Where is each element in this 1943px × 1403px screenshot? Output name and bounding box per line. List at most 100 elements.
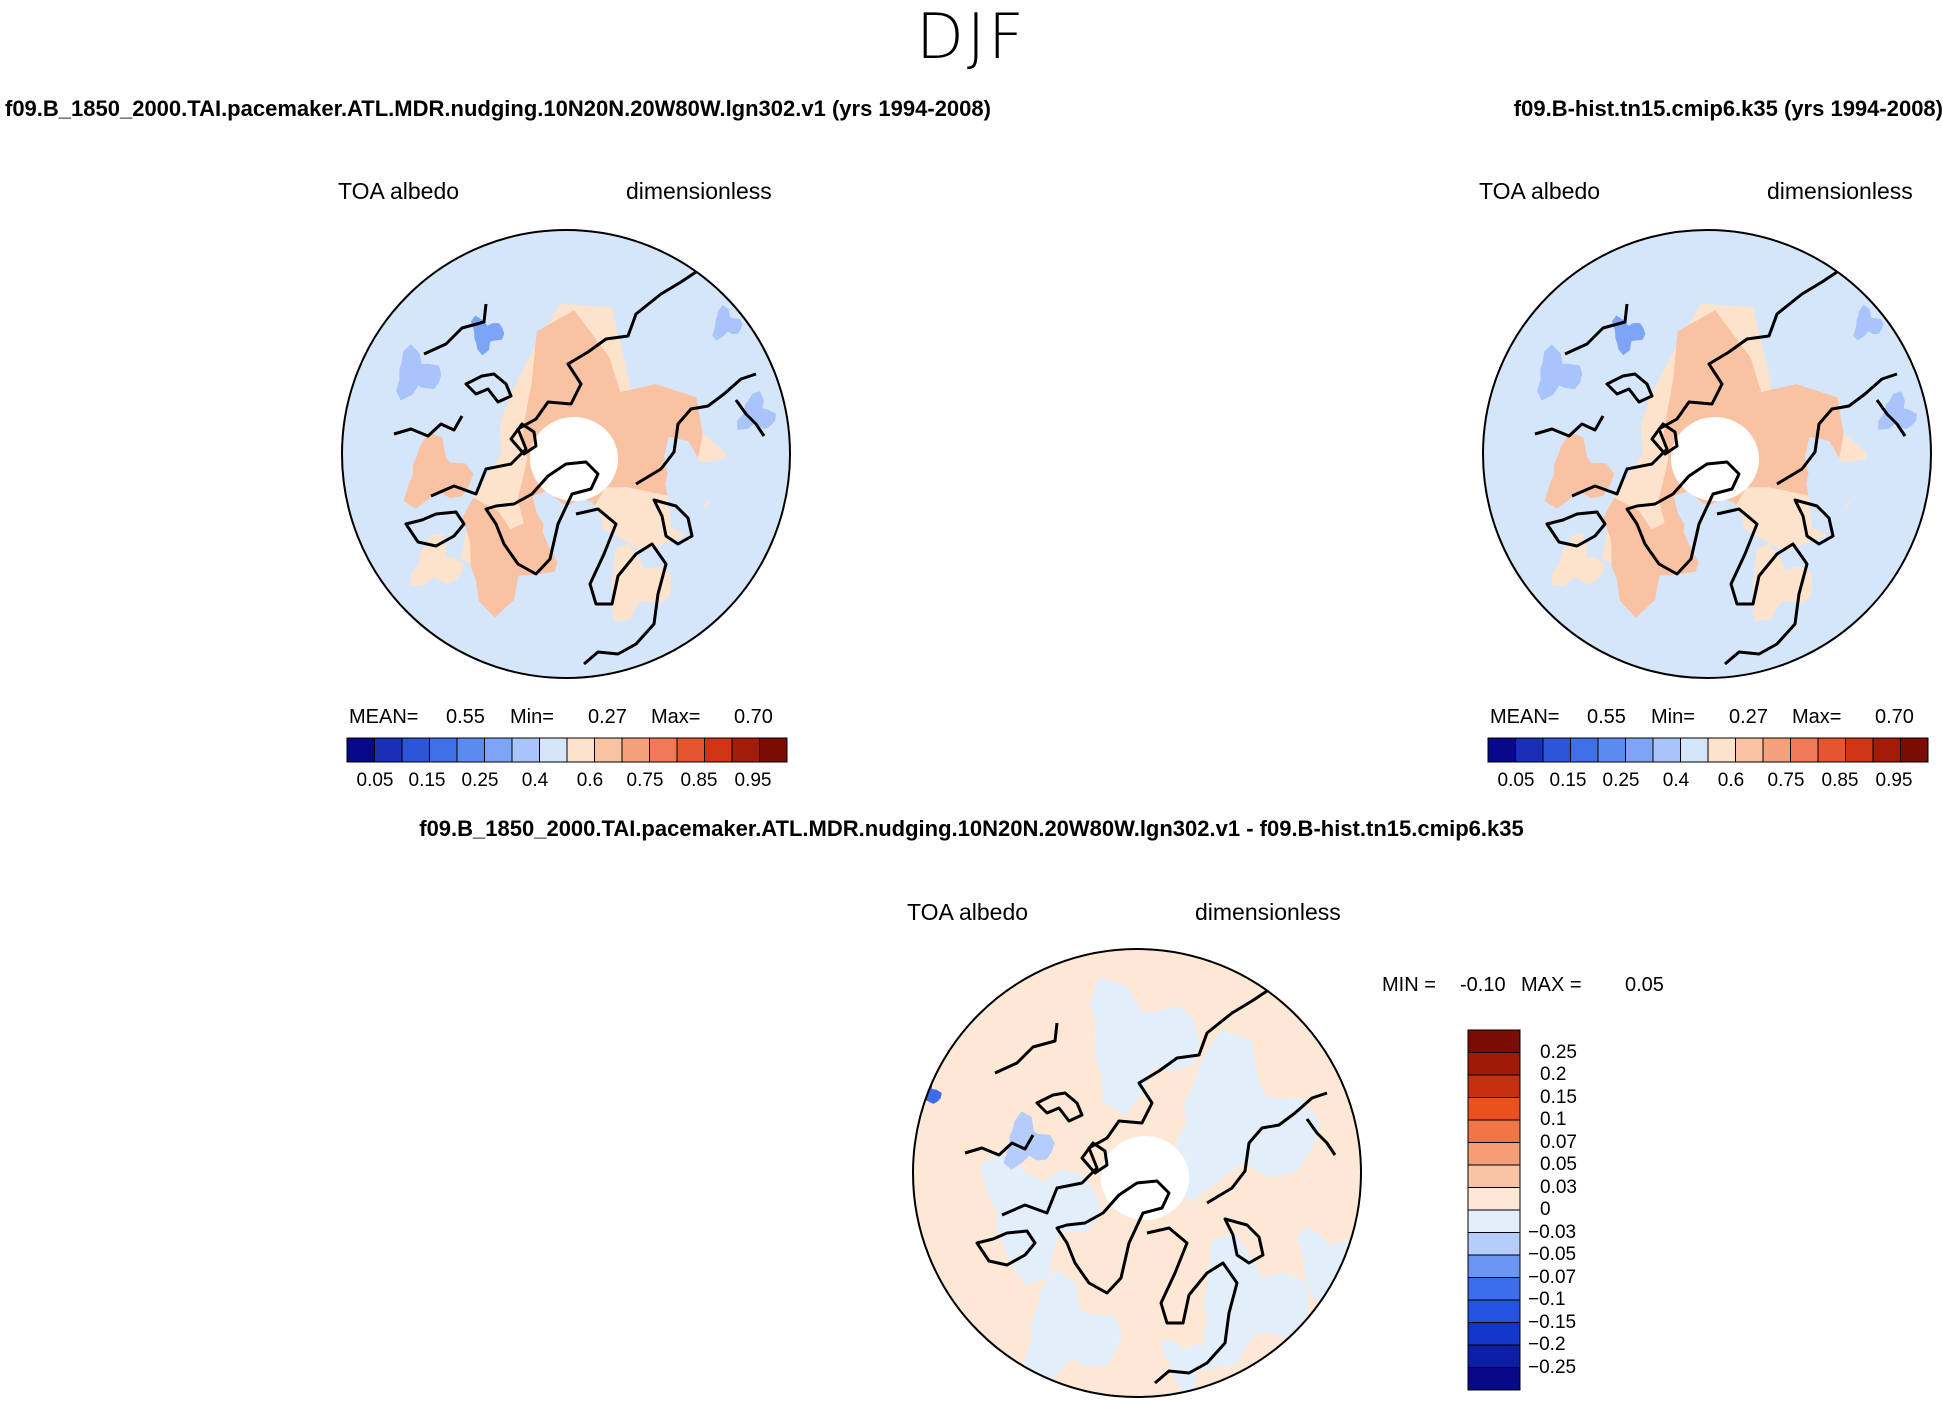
panel-2-tick: 0.25 [1602,770,1640,791]
panel-2-tick: 0.75 [1767,770,1805,791]
panel-1-tick: 0.25 [461,770,499,791]
panel-1-variable: TOA albedo [338,178,460,204]
coastline [964,1134,1035,1157]
diff-colorbar-tick: 0.07 [1540,1131,1577,1153]
diff-colorbar-tick: −0.05 [1528,1244,1577,1265]
coastline [975,1229,1037,1267]
coastline [430,270,697,498]
colorbar-box [539,737,568,763]
colorbar-box [1467,1209,1521,1233]
panel-2-mean-label: MEAN= [1490,706,1560,728]
coastline [1545,510,1607,548]
coastline [509,422,538,456]
field-region [1128,1214,1174,1272]
colorbar-box [429,737,458,763]
panel-1-min-value: 0.27 [588,706,627,728]
panel-1-units: dimensionless [626,178,772,204]
diff-colorbar [1467,1029,1521,1391]
colorbar-box [1515,737,1544,763]
diff-min-label: MIN = [1382,974,1436,996]
colorbar-box [1467,1254,1521,1278]
colorbar-box [566,737,595,763]
colorbar-box [1597,737,1626,763]
coastline [1625,460,1741,576]
diff-colorbar-tick: 0.03 [1540,1176,1577,1198]
colorbar-box [1680,737,1709,763]
colorbar-box [1467,1299,1521,1323]
diff-polar-map [912,948,1362,1398]
diff-colorbar-tick: −0.1 [1528,1289,1566,1310]
panel-1-tick: 0.95 [734,770,772,791]
diff-variable: TOA albedo [907,899,1029,925]
coastline [1080,1141,1109,1175]
diff-max-value: 0.05 [1625,974,1664,996]
coastline [1055,1179,1171,1295]
coastline [1001,989,1268,1217]
colorbar-box [649,737,678,763]
colorbar-box [1467,1344,1521,1368]
colorbar-box [1707,737,1736,763]
field-region [1853,304,1884,341]
diff-colorbar-tick: −0.03 [1528,1221,1577,1243]
colorbar-box [1467,1367,1521,1391]
diff-colorbar-tick: 0.05 [1540,1154,1577,1175]
diff-colorbar-tick: −0.2 [1528,1334,1566,1355]
coastline [404,510,466,548]
field-region [1164,1029,1321,1202]
coastline [423,303,488,356]
diff-colorbar-tick: 0 [1540,1199,1551,1220]
panel-2-colorbar [1487,737,1929,763]
colorbar-box [1625,737,1654,763]
panel-2-mean-value: 0.55 [1587,706,1626,728]
field-region [1603,497,1702,618]
coastline [1534,415,1605,438]
colorbar-box [594,737,623,763]
colorbar-box [1652,737,1681,763]
coastline [1776,372,1898,486]
diff-colorbar-tick: 0.2 [1540,1064,1567,1085]
panel-1-min-label: Min= [510,706,554,728]
colorbar-box [1817,737,1846,763]
colorbar-box [1872,737,1901,763]
diff-colorbar-tick: 0.25 [1540,1041,1577,1063]
panel-1-max-label: Max= [651,706,701,728]
colorbar-box [731,737,760,763]
colorbar-box [1467,1074,1521,1098]
polar-missing-region [1101,1136,1189,1220]
colorbar-box [1467,1187,1521,1211]
coastline [1650,422,1679,456]
panel-1-tick: 0.85 [680,770,718,791]
field-region [1021,1269,1123,1389]
colorbar-box [401,737,430,763]
colorbar-box [1467,1277,1521,1301]
diff-colorbar-tick: 0.1 [1540,1109,1567,1130]
map-field [913,949,1361,1397]
diff-colorbar-tick: 0.15 [1540,1086,1577,1108]
coastline [1305,1118,1337,1156]
map-field [1483,230,1931,678]
coastline [1875,399,1907,437]
field-region [1551,533,1605,586]
panel-2-tick: 0.4 [1662,770,1690,791]
colorbar-box [1900,737,1929,763]
panel-2-max-value: 0.70 [1875,706,1914,728]
field-region [410,533,464,586]
coastline [484,460,600,576]
colorbar-box [1542,737,1571,763]
panel-2-units: dimensionless [1767,178,1913,204]
colorbar-box [1467,1322,1521,1346]
coastline [1571,270,1838,498]
diff-max-label: MAX = [1521,974,1582,996]
panel-2-case-title: f09.B-hist.tn15.cmip6.k35 (yrs 1994-2008… [1513,96,1943,121]
panel-2-polar-map [1482,229,1932,679]
field-region [1611,315,1646,356]
panel-1-polar-map [341,229,791,679]
coastline [734,399,766,437]
panel-2-max-label: Max= [1792,706,1842,728]
colorbar-box [1467,1029,1521,1053]
colorbar-box [346,737,375,763]
coastline [1223,1217,1265,1265]
colorbar-box [1467,1097,1521,1121]
colorbar-box [1790,737,1819,763]
panel-2-variable: TOA albedo [1479,178,1601,204]
